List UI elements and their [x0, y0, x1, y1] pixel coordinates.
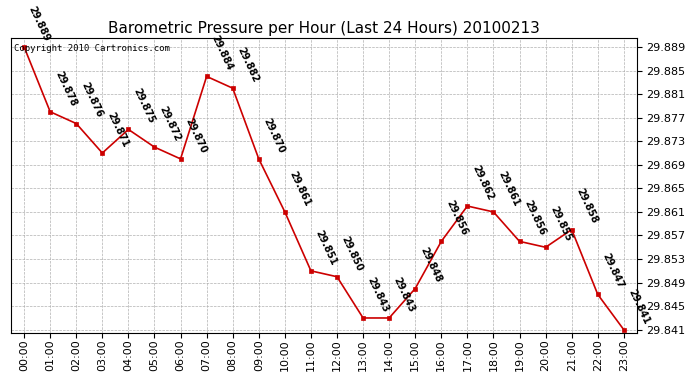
Text: 29.872: 29.872 — [157, 105, 182, 143]
Text: 29.856: 29.856 — [522, 199, 547, 237]
Text: 29.843: 29.843 — [392, 276, 417, 314]
Text: 29.847: 29.847 — [600, 252, 626, 290]
Text: 29.875: 29.875 — [131, 87, 156, 125]
Text: 29.851: 29.851 — [314, 228, 339, 267]
Text: 29.878: 29.878 — [53, 69, 78, 108]
Text: 29.871: 29.871 — [105, 111, 130, 149]
Text: 29.870: 29.870 — [262, 116, 286, 155]
Text: 29.882: 29.882 — [235, 46, 261, 84]
Text: 29.850: 29.850 — [339, 234, 365, 273]
Text: 29.870: 29.870 — [184, 116, 208, 155]
Text: 29.841: 29.841 — [627, 287, 651, 326]
Text: 29.858: 29.858 — [575, 187, 600, 225]
Text: 29.848: 29.848 — [418, 246, 443, 284]
Text: 29.856: 29.856 — [444, 199, 469, 237]
Text: 29.861: 29.861 — [288, 170, 313, 208]
Text: 29.843: 29.843 — [366, 276, 391, 314]
Text: 29.876: 29.876 — [79, 81, 104, 119]
Text: 29.884: 29.884 — [209, 34, 235, 72]
Title: Barometric Pressure per Hour (Last 24 Hours) 20100213: Barometric Pressure per Hour (Last 24 Ho… — [108, 21, 540, 36]
Text: Copyright 2010 Cartronics.com: Copyright 2010 Cartronics.com — [14, 44, 170, 53]
Text: 29.862: 29.862 — [470, 164, 495, 202]
Text: 29.889: 29.889 — [27, 4, 52, 43]
Text: 29.861: 29.861 — [496, 170, 521, 208]
Text: 29.855: 29.855 — [549, 205, 573, 243]
